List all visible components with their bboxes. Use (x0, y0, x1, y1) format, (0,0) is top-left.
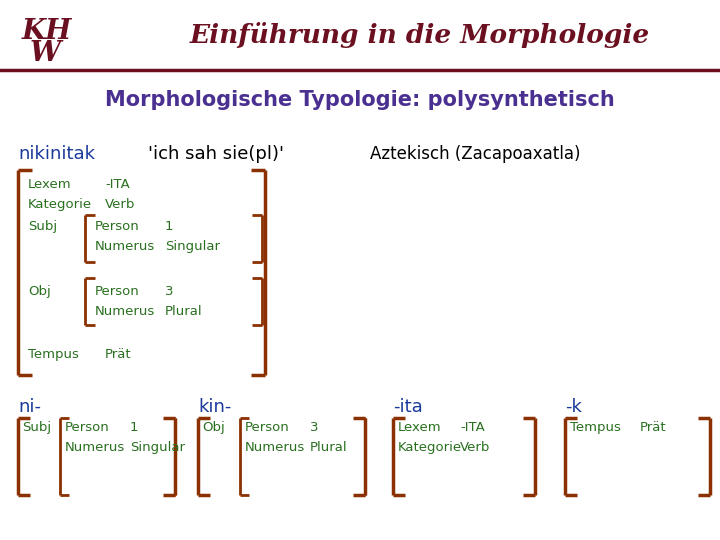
Text: Obj: Obj (28, 285, 50, 298)
Text: Plural: Plural (310, 441, 348, 454)
Text: Numerus: Numerus (65, 441, 125, 454)
Text: Einführung in die Morphologie: Einführung in die Morphologie (190, 22, 650, 48)
Text: ni-: ni- (18, 398, 41, 416)
Text: Person: Person (95, 285, 140, 298)
Text: Subj: Subj (22, 421, 51, 434)
Text: -k: -k (565, 398, 582, 416)
Text: Numerus: Numerus (95, 240, 156, 253)
Text: Singular: Singular (165, 240, 220, 253)
Text: Morphologische Typologie: polysynthetisch: Morphologische Typologie: polysynthetisc… (105, 90, 615, 110)
Text: Prät: Prät (105, 348, 132, 361)
Text: Verb: Verb (460, 441, 490, 454)
Text: Aztekisch (Zacapoaxatla): Aztekisch (Zacapoaxatla) (370, 145, 580, 163)
Text: Kategorie: Kategorie (398, 441, 462, 454)
Text: Tempus: Tempus (570, 421, 621, 434)
Text: Tempus: Tempus (28, 348, 79, 361)
Text: -ITA: -ITA (105, 178, 130, 191)
Text: Person: Person (95, 220, 140, 233)
Text: Singular: Singular (130, 441, 185, 454)
Text: Lexem: Lexem (28, 178, 71, 191)
Text: W: W (30, 40, 61, 67)
Text: 3: 3 (165, 285, 174, 298)
Text: nikinitak: nikinitak (18, 145, 95, 163)
Text: Person: Person (65, 421, 109, 434)
Text: Subj: Subj (28, 220, 57, 233)
Text: 1: 1 (165, 220, 174, 233)
Text: 1: 1 (130, 421, 138, 434)
Text: 'ich sah sie(pl)': 'ich sah sie(pl)' (148, 145, 284, 163)
Text: kin-: kin- (198, 398, 231, 416)
Text: -ita: -ita (393, 398, 423, 416)
Text: Lexem: Lexem (398, 421, 441, 434)
Text: Plural: Plural (165, 305, 202, 318)
Text: Numerus: Numerus (245, 441, 305, 454)
Text: Person: Person (245, 421, 289, 434)
Text: -ITA: -ITA (460, 421, 485, 434)
Text: KH: KH (22, 18, 73, 45)
Text: Prät: Prät (640, 421, 667, 434)
Text: Obj: Obj (202, 421, 225, 434)
Text: Numerus: Numerus (95, 305, 156, 318)
Text: 3: 3 (310, 421, 318, 434)
Text: Verb: Verb (105, 198, 135, 211)
Text: Kategorie: Kategorie (28, 198, 92, 211)
